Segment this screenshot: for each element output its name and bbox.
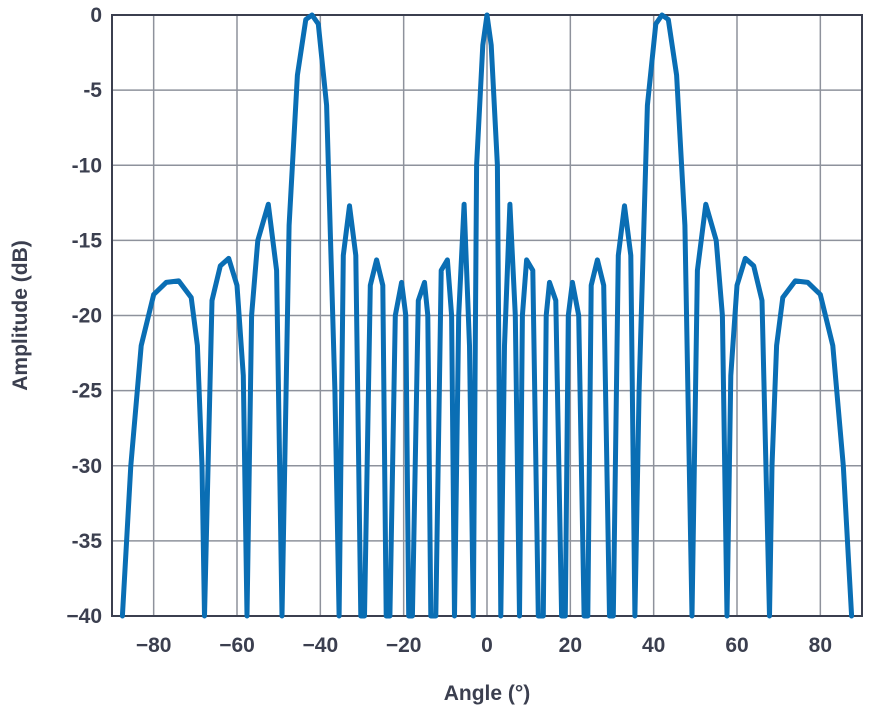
x-tick-label: −60 (219, 634, 255, 657)
series-line (119, 12, 855, 619)
y-tick-label: -5 (83, 79, 102, 102)
y-tick-label: -35 (72, 530, 103, 553)
y-tick-label: 0 (90, 4, 102, 27)
x-axis-ticks: −80 −60 −40 −20 0 20 40 60 80 (136, 634, 832, 657)
y-axis-ticks: 0 -5 -10 -15 -20 -25 -30 -35 −40 (66, 4, 102, 628)
x-tick-label: −40 (303, 634, 339, 657)
y-tick-label: -10 (72, 154, 102, 177)
y-tick-label: -25 (72, 380, 103, 403)
x-tick-label: 20 (559, 634, 582, 657)
y-tick-label: -20 (72, 305, 102, 328)
y-axis-label: Amplitude (dB) (9, 240, 32, 390)
y-tick-label: −40 (66, 605, 102, 628)
x-axis-label: Angle (°) (444, 682, 531, 705)
x-tick-label: 40 (642, 634, 665, 657)
x-tick-label: 60 (725, 634, 748, 657)
y-tick-label: -30 (72, 455, 102, 478)
y-tick-label: -15 (72, 229, 103, 252)
x-tick-label: −80 (136, 634, 172, 657)
x-tick-label: −20 (386, 634, 422, 657)
series-group (119, 12, 855, 619)
x-tick-label: 0 (481, 634, 493, 657)
grid (112, 14, 862, 617)
x-tick-label: 80 (809, 634, 832, 657)
